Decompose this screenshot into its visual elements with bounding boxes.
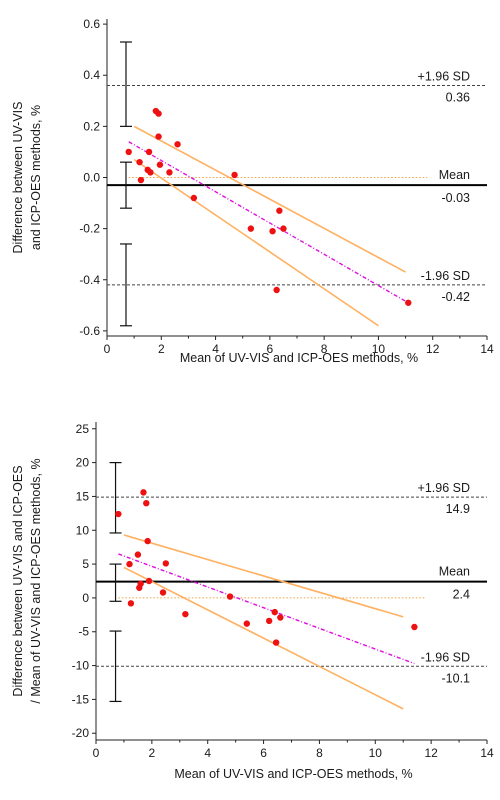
y-tick-label: -15	[72, 692, 90, 706]
data-point	[126, 560, 133, 568]
mean-label: Mean	[439, 565, 470, 579]
mean-value: 2.4	[453, 588, 470, 602]
x-tick-label: 2	[149, 746, 156, 760]
data-point	[145, 148, 153, 156]
data-point	[166, 169, 173, 176]
regression-line	[118, 553, 415, 665]
data-point	[276, 207, 283, 214]
data-point	[269, 227, 276, 235]
data-point	[156, 161, 164, 168]
upper-loa-value: 0.36	[446, 90, 470, 104]
data-point	[190, 194, 198, 202]
lower-loa-label: -1.96 SD	[421, 269, 470, 283]
x-tick-label: 0	[93, 746, 100, 760]
lower-loa-value: -10.1	[442, 671, 471, 685]
confidence-band-upper	[123, 534, 404, 618]
chart-bottom: 0 2 4 6 8 10 12 14 25 20 15 10 5 0 -5 -10 -15 -20 +1.96 SD…	[11, 422, 494, 781]
data-point	[134, 551, 142, 558]
x-tick-label: 0	[104, 342, 111, 356]
upper-loa-value: 14.9	[446, 502, 470, 516]
y-tick-label: 25	[76, 422, 90, 436]
data-point	[411, 623, 418, 631]
data-point	[273, 286, 280, 294]
x-tick-label: 2	[158, 342, 165, 356]
data-point	[182, 610, 189, 618]
x-tick-label: 14	[480, 342, 494, 356]
data-point	[280, 225, 287, 232]
data-point	[143, 499, 150, 507]
y-tick-label: 15	[76, 489, 90, 503]
x-tick-label: 12	[424, 746, 438, 760]
x-tick-label: 8	[316, 746, 323, 760]
x-tick-label: 14	[480, 746, 494, 760]
lower-loa-label: -1.96 SD	[421, 650, 470, 664]
y-tick-label: 0	[82, 591, 89, 605]
y-tick-label: -5	[78, 625, 89, 639]
x-axis-title: Mean of UV-VIS and ICP-OES methods, %	[174, 767, 412, 781]
data-point	[155, 110, 162, 117]
y-tick-label: -10	[72, 659, 90, 673]
data-point	[162, 560, 170, 567]
data-point	[144, 537, 151, 545]
x-tick-label: 4	[204, 746, 211, 760]
upper-loa-label: +1.96 SD	[418, 481, 470, 495]
y-axis-title-line: Difference between UV-VIS	[11, 102, 25, 254]
data-point	[405, 299, 412, 306]
confidence-band-lower	[123, 566, 404, 710]
confidence-band-lower	[133, 158, 379, 327]
data-point	[147, 169, 154, 176]
data-point	[137, 176, 145, 184]
x-tick-label: 6	[260, 746, 267, 760]
data-point	[271, 608, 278, 616]
data-point	[125, 148, 132, 156]
data-point	[247, 225, 255, 232]
x-tick-label: 10	[372, 342, 386, 356]
data-point	[127, 600, 135, 607]
y-tick-label: 0.4	[83, 68, 100, 82]
y-tick-label: 0.2	[83, 119, 100, 133]
y-axis-title-line: / Mean of UV-VIS and ICP-OES methods, %	[29, 458, 43, 703]
data-point	[265, 617, 273, 625]
x-tick-label: 8	[321, 342, 328, 356]
data-point	[231, 171, 238, 179]
y-tick-label: 0.6	[83, 17, 100, 31]
y-tick-label: 0.0	[83, 171, 100, 185]
chart-top: 0 2 4 6 8 10 12 14 0.6 0.4 0.2 0.0 -0.2 -0.4 -0.6 +1.96…	[11, 17, 494, 365]
confidence-band-upper	[133, 125, 406, 273]
upper-loa-label: +1.96 SD	[418, 69, 470, 83]
y-axis-title-line: and ICP-OES methods, %	[29, 105, 43, 250]
regression-line	[128, 141, 409, 304]
data-point	[140, 489, 147, 496]
y-axis-title-line: Difference between UV-VIS and ICP-OES	[11, 465, 25, 696]
data-point	[159, 589, 167, 596]
data-point	[137, 580, 144, 587]
data-point	[174, 141, 181, 148]
y-tick-label: -0.2	[79, 222, 100, 236]
data-point	[115, 510, 122, 518]
mean-label: Mean	[439, 168, 470, 182]
mean-value: -0.03	[442, 191, 471, 205]
y-tick-label: -20	[72, 726, 90, 740]
lower-loa-value: -0.42	[442, 290, 471, 304]
data-point	[155, 133, 162, 140]
y-tick-label: 5	[82, 557, 89, 571]
x-tick-label: 10	[369, 746, 383, 760]
y-tick-label: -0.4	[79, 273, 100, 287]
x-tick-label: 12	[426, 342, 440, 356]
y-tick-label: 10	[76, 523, 90, 537]
x-tick-label: 4	[212, 342, 219, 356]
data-point	[145, 577, 153, 585]
data-point	[136, 158, 143, 166]
data-point	[272, 639, 280, 646]
data-point	[243, 620, 251, 627]
y-tick-label: 20	[76, 456, 90, 470]
x-tick-label: 6	[267, 342, 274, 356]
data-point	[226, 593, 234, 600]
x-axis-title: Mean of UV-VIS and ICP-OES methods, %	[180, 351, 418, 365]
data-point	[277, 614, 284, 621]
y-tick-label: -0.6	[79, 324, 100, 338]
